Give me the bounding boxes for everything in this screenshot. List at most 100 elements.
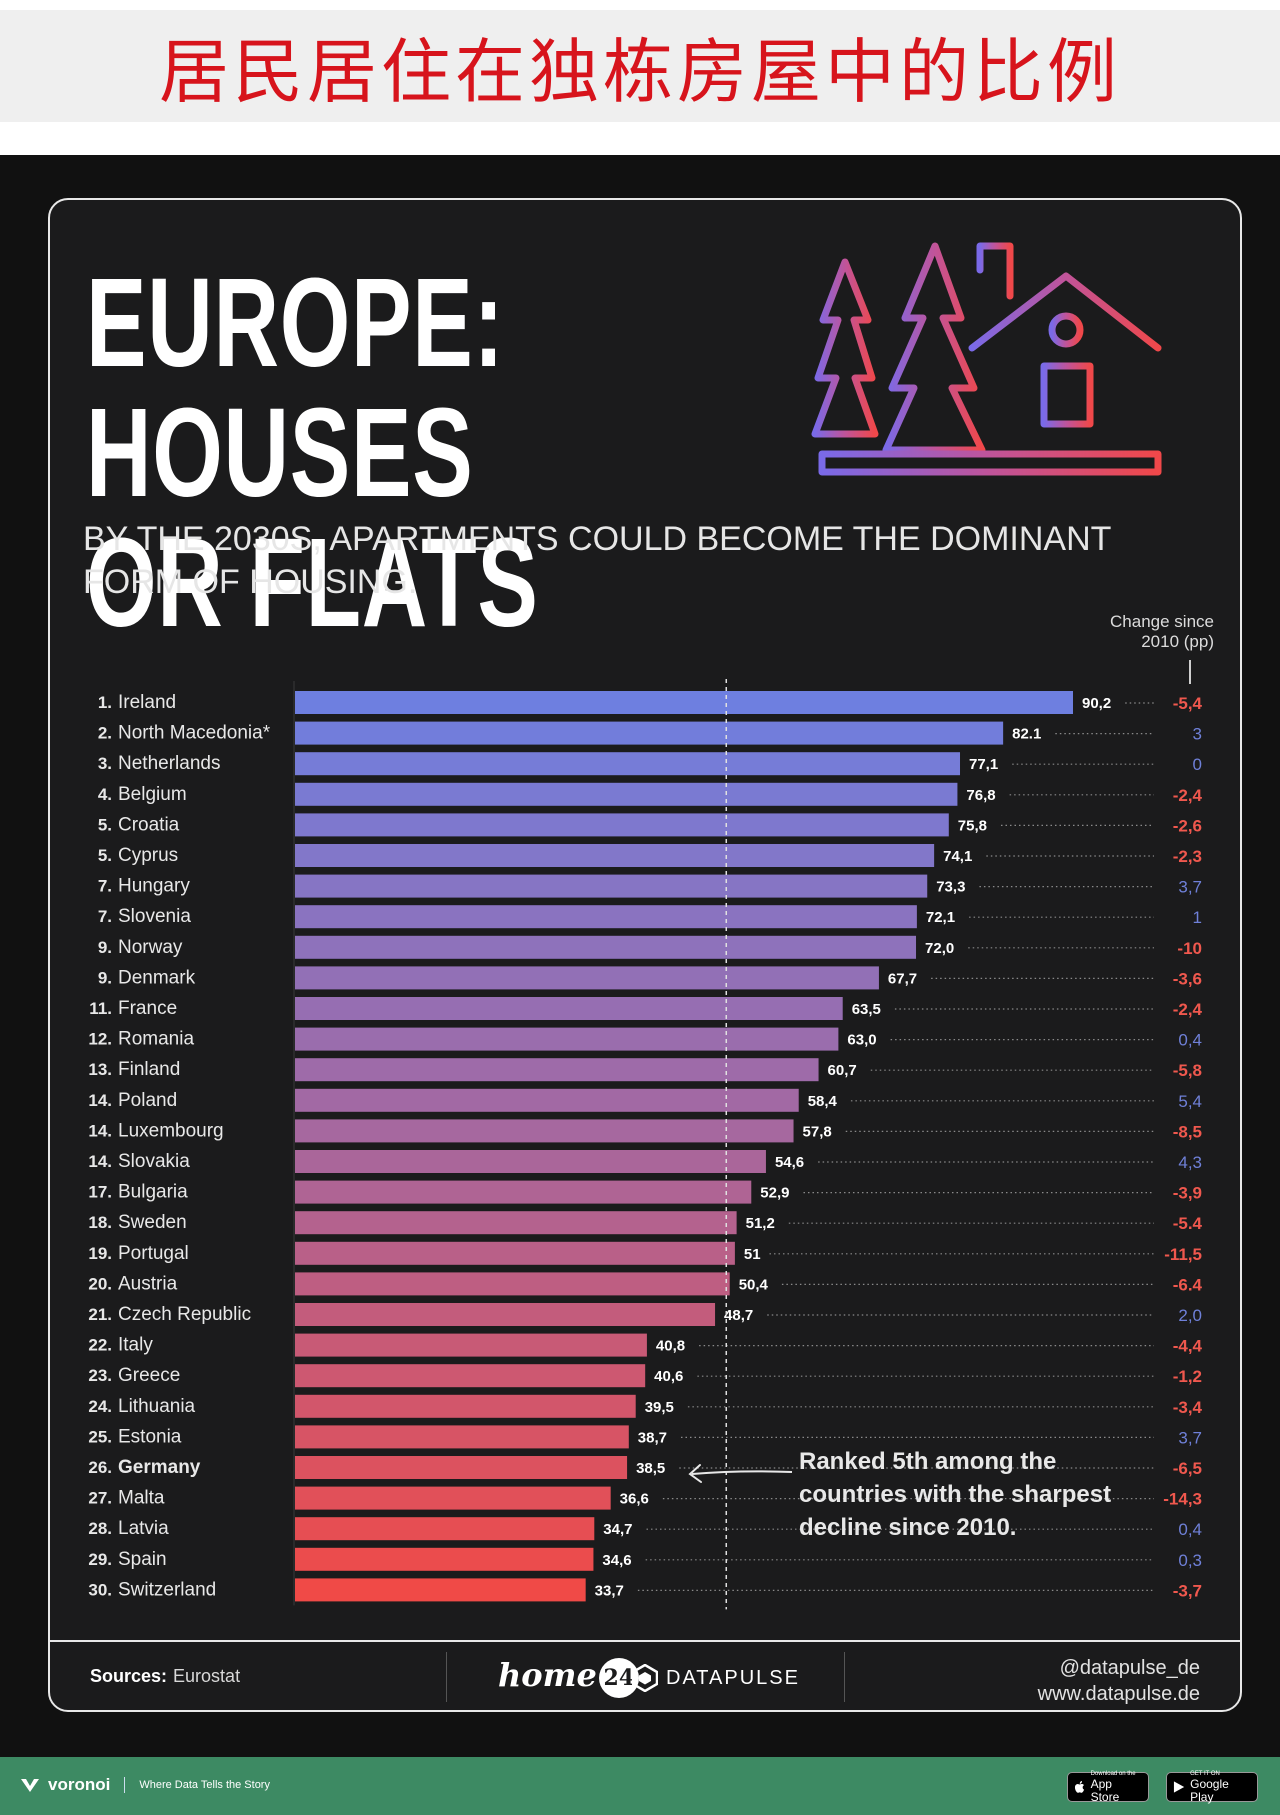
bar <box>295 966 879 990</box>
change-label: 0,3 <box>1178 1551 1202 1570</box>
rank-label: 28. <box>88 1519 112 1538</box>
bar <box>295 1547 594 1571</box>
app-store-badge[interactable]: Download on the App Store <box>1067 1771 1149 1804</box>
page-subtitle: BY THE 2030S, APARTMENTS COULD BECOME TH… <box>83 520 1111 601</box>
app-store-text: App Store <box>1090 1776 1120 1804</box>
value-label: 52,9 <box>760 1185 789 1202</box>
value-label: 75,8 <box>958 817 987 834</box>
change-label: -11,5 <box>1164 1245 1202 1264</box>
change-label: -3,9 <box>1173 1184 1202 1203</box>
rank-label: 11. <box>89 999 112 1018</box>
bar <box>295 691 1073 714</box>
value-label: 77,1 <box>969 756 998 773</box>
rank-label: 26. <box>88 1458 112 1477</box>
rank-label: 21. <box>88 1305 112 1324</box>
category-label: Switzerland <box>118 1579 216 1600</box>
category-label: Bulgaria <box>118 1182 188 1203</box>
value-label: 82.1 <box>1012 726 1041 743</box>
value-label: 36,6 <box>620 1491 649 1508</box>
bar <box>295 1456 628 1479</box>
bar-chart: 1. Ireland 90,2 -5,4 2. North Macedonia* 82.1 3… <box>88 660 1203 1610</box>
rank-label: 9. <box>98 938 112 957</box>
website-link[interactable]: www.datapulse.de <box>1037 1683 1200 1705</box>
category-label: Latvia <box>118 1518 169 1539</box>
change-label: 0 <box>1193 755 1202 774</box>
value-label: 76,8 <box>966 787 995 804</box>
change-label: -2,3 <box>1173 847 1202 866</box>
value-label: 51,2 <box>746 1215 775 1232</box>
change-label: -5,4 <box>1173 694 1203 713</box>
google-play-icon <box>1173 1781 1185 1793</box>
rank-label: 5. <box>98 846 112 865</box>
rank-label: 24. <box>88 1397 112 1416</box>
category-label: Malta <box>118 1488 165 1509</box>
change-label: -1,2 <box>1173 1367 1202 1386</box>
change-label: -5.4 <box>1173 1214 1203 1233</box>
change-label: 0,4 <box>1178 1031 1202 1050</box>
bar <box>295 782 958 806</box>
category-label: Norway <box>118 937 183 958</box>
value-label: 39,5 <box>645 1399 674 1416</box>
value-label: 38,5 <box>636 1460 665 1477</box>
value-label: 51 <box>744 1246 761 1263</box>
bar <box>295 844 935 867</box>
value-label: 40,6 <box>654 1368 683 1385</box>
value-label: 63,0 <box>847 1032 876 1049</box>
change-label: 5,4 <box>1178 1092 1202 1111</box>
change-label: -3,7 <box>1173 1581 1202 1600</box>
value-label: 72,1 <box>926 909 955 926</box>
social-handle-block: @datapulse_de www.datapulse.de <box>1038 1655 1200 1707</box>
category-label: Ireland <box>118 692 176 713</box>
category-label: Hungary <box>118 876 190 897</box>
bar <box>295 813 949 837</box>
category-label: Estonia <box>118 1426 182 1447</box>
change-label: -2,6 <box>1173 816 1202 835</box>
rank-label: 9. <box>98 968 112 987</box>
voronoi-brand[interactable]: voronoi Where Data Tells the Story <box>20 1775 270 1795</box>
rank-label: 22. <box>88 1336 112 1355</box>
infographic-card <box>48 198 1242 1712</box>
google-play-small-text: GET IT ON <box>1190 1770 1220 1777</box>
value-label: 34,7 <box>603 1521 632 1538</box>
value-label: 60,7 <box>828 1062 857 1079</box>
social-handle[interactable]: @datapulse_de <box>1059 1657 1200 1679</box>
bar <box>295 1241 735 1265</box>
bar <box>295 1333 647 1357</box>
bar <box>295 1119 794 1143</box>
value-label: 58,4 <box>808 1093 838 1110</box>
change-label: 0,4 <box>1178 1520 1202 1539</box>
bar <box>295 1486 611 1510</box>
change-column-header: Change since 2010 (pp) <box>1110 612 1214 651</box>
change-label: -6.4 <box>1173 1275 1203 1294</box>
value-label: 38,7 <box>638 1429 667 1446</box>
home24-logo-text: home <box>498 1656 597 1694</box>
change-label: 3,7 <box>1178 1428 1202 1447</box>
change-label: -6,5 <box>1173 1459 1202 1478</box>
rank-label: 14. <box>88 1152 112 1171</box>
category-label: Greece <box>118 1365 180 1386</box>
bar <box>295 1303 716 1326</box>
category-label: Czech Republic <box>118 1304 251 1325</box>
datapulse-logo[interactable]: DATAPULSE <box>632 1664 800 1692</box>
footer-divider <box>50 1640 1240 1642</box>
rank-label: 4. <box>98 785 112 804</box>
bar <box>295 1272 730 1296</box>
category-label: Croatia <box>118 814 180 835</box>
google-play-badge[interactable]: GET IT ON Google Play <box>1166 1770 1258 1804</box>
top-banner: 居民居住在独栋房屋中的比例 <box>0 10 1280 122</box>
bar <box>295 1058 819 1082</box>
rank-label: 7. <box>98 877 112 896</box>
category-label: Slovenia <box>118 906 191 927</box>
bar <box>295 1180 752 1204</box>
category-label: Austria <box>118 1273 178 1294</box>
voronoi-tagline: Where Data Tells the Story <box>139 1779 270 1791</box>
sources-credit: Sources: Eurostat <box>90 1666 240 1687</box>
google-play-text: Google Play <box>1190 1776 1229 1804</box>
change-label: 2,0 <box>1178 1306 1202 1325</box>
bar <box>295 874 928 898</box>
home24-logo[interactable]: home 24 <box>498 1656 639 1698</box>
change-label: -2,4 <box>1173 786 1203 805</box>
bar <box>295 1394 636 1418</box>
value-label: 72,0 <box>925 940 954 957</box>
rank-label: 30. <box>88 1580 112 1599</box>
